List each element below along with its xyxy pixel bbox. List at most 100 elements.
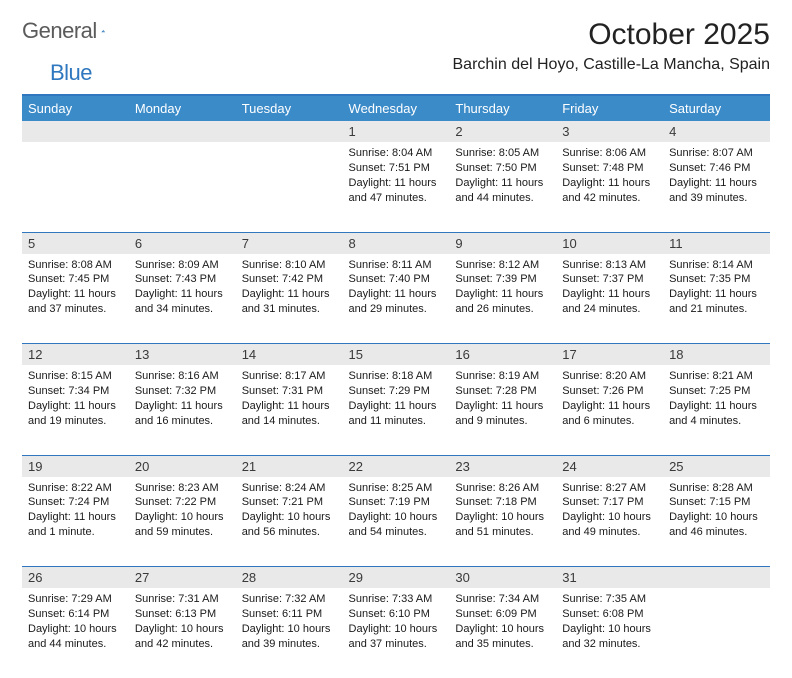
day2-line: and 39 minutes. bbox=[669, 191, 764, 206]
sunset-line: Sunset: 7:37 PM bbox=[562, 272, 657, 287]
day1-line: Daylight: 11 hours bbox=[562, 399, 657, 414]
day2-line: and 37 minutes. bbox=[28, 302, 123, 317]
day1-line: Daylight: 10 hours bbox=[349, 510, 444, 525]
day2-line: and 46 minutes. bbox=[669, 525, 764, 540]
day-cell: Sunrise: 7:31 AMSunset: 6:13 PMDaylight:… bbox=[129, 588, 236, 678]
daynum-row: 19202122232425 bbox=[22, 455, 770, 477]
day-cell: Sunrise: 7:33 AMSunset: 6:10 PMDaylight:… bbox=[343, 588, 450, 678]
day-number: 22 bbox=[343, 455, 450, 477]
calendar-table: Sunday Monday Tuesday Wednesday Thursday… bbox=[22, 96, 770, 678]
day-header-row: Sunday Monday Tuesday Wednesday Thursday… bbox=[22, 96, 770, 121]
day1-line: Daylight: 10 hours bbox=[349, 622, 444, 637]
day1-line: Daylight: 11 hours bbox=[28, 510, 123, 525]
day-cell: Sunrise: 8:27 AMSunset: 7:17 PMDaylight:… bbox=[556, 477, 663, 567]
day-cell: Sunrise: 8:15 AMSunset: 7:34 PMDaylight:… bbox=[22, 365, 129, 455]
day-details: Sunrise: 7:33 AMSunset: 6:10 PMDaylight:… bbox=[349, 592, 444, 651]
day-number: 4 bbox=[663, 121, 770, 142]
day-details: Sunrise: 8:09 AMSunset: 7:43 PMDaylight:… bbox=[135, 258, 230, 317]
sunset-line: Sunset: 7:35 PM bbox=[669, 272, 764, 287]
day-cell: Sunrise: 7:34 AMSunset: 6:09 PMDaylight:… bbox=[449, 588, 556, 678]
sunrise-line: Sunrise: 8:16 AM bbox=[135, 369, 230, 384]
day1-line: Daylight: 11 hours bbox=[28, 287, 123, 302]
day1-line: Daylight: 10 hours bbox=[669, 510, 764, 525]
day2-line: and 42 minutes. bbox=[562, 191, 657, 206]
sunrise-line: Sunrise: 8:18 AM bbox=[349, 369, 444, 384]
day1-line: Daylight: 11 hours bbox=[135, 287, 230, 302]
daynum-row: 1234 bbox=[22, 121, 770, 142]
day-details: Sunrise: 7:35 AMSunset: 6:08 PMDaylight:… bbox=[562, 592, 657, 651]
sunset-line: Sunset: 7:22 PM bbox=[135, 495, 230, 510]
brand-logo: General bbox=[22, 18, 129, 44]
sunset-line: Sunset: 6:09 PM bbox=[455, 607, 550, 622]
day-cell: Sunrise: 8:13 AMSunset: 7:37 PMDaylight:… bbox=[556, 254, 663, 344]
daynum-row: 567891011 bbox=[22, 232, 770, 254]
day-cell: Sunrise: 8:24 AMSunset: 7:21 PMDaylight:… bbox=[236, 477, 343, 567]
sunrise-line: Sunrise: 8:25 AM bbox=[349, 481, 444, 496]
day-cell: Sunrise: 8:25 AMSunset: 7:19 PMDaylight:… bbox=[343, 477, 450, 567]
day1-line: Daylight: 11 hours bbox=[28, 399, 123, 414]
dayhead-sun: Sunday bbox=[22, 96, 129, 121]
day-number: 17 bbox=[556, 344, 663, 366]
day1-line: Daylight: 11 hours bbox=[242, 399, 337, 414]
sunrise-line: Sunrise: 7:35 AM bbox=[562, 592, 657, 607]
sunrise-line: Sunrise: 7:29 AM bbox=[28, 592, 123, 607]
day1-line: Daylight: 11 hours bbox=[562, 176, 657, 191]
sunset-line: Sunset: 6:14 PM bbox=[28, 607, 123, 622]
day-details: Sunrise: 8:10 AMSunset: 7:42 PMDaylight:… bbox=[242, 258, 337, 317]
day-number: 25 bbox=[663, 455, 770, 477]
day-details: Sunrise: 8:12 AMSunset: 7:39 PMDaylight:… bbox=[455, 258, 550, 317]
empty-cell bbox=[22, 142, 129, 232]
day-details: Sunrise: 8:21 AMSunset: 7:25 PMDaylight:… bbox=[669, 369, 764, 428]
day2-line: and 54 minutes. bbox=[349, 525, 444, 540]
empty-cell bbox=[236, 142, 343, 232]
day-number: 12 bbox=[22, 344, 129, 366]
day-cell: Sunrise: 7:35 AMSunset: 6:08 PMDaylight:… bbox=[556, 588, 663, 678]
sunrise-line: Sunrise: 8:09 AM bbox=[135, 258, 230, 273]
day1-line: Daylight: 11 hours bbox=[669, 287, 764, 302]
day2-line: and 44 minutes. bbox=[455, 191, 550, 206]
day-cell: Sunrise: 8:21 AMSunset: 7:25 PMDaylight:… bbox=[663, 365, 770, 455]
sunset-line: Sunset: 7:32 PM bbox=[135, 384, 230, 399]
day2-line: and 49 minutes. bbox=[562, 525, 657, 540]
day1-line: Daylight: 10 hours bbox=[242, 622, 337, 637]
day-cell: Sunrise: 8:16 AMSunset: 7:32 PMDaylight:… bbox=[129, 365, 236, 455]
day-cell: Sunrise: 8:23 AMSunset: 7:22 PMDaylight:… bbox=[129, 477, 236, 567]
sunset-line: Sunset: 7:48 PM bbox=[562, 161, 657, 176]
sunset-line: Sunset: 6:10 PM bbox=[349, 607, 444, 622]
day-details: Sunrise: 8:13 AMSunset: 7:37 PMDaylight:… bbox=[562, 258, 657, 317]
day-number: 20 bbox=[129, 455, 236, 477]
day1-line: Daylight: 11 hours bbox=[135, 399, 230, 414]
day-cell: Sunrise: 8:05 AMSunset: 7:50 PMDaylight:… bbox=[449, 142, 556, 232]
sunset-line: Sunset: 7:51 PM bbox=[349, 161, 444, 176]
week-row: Sunrise: 8:15 AMSunset: 7:34 PMDaylight:… bbox=[22, 365, 770, 455]
empty-cell bbox=[129, 142, 236, 232]
sunrise-line: Sunrise: 8:23 AM bbox=[135, 481, 230, 496]
day2-line: and 6 minutes. bbox=[562, 414, 657, 429]
day-number: 29 bbox=[343, 567, 450, 589]
day2-line: and 34 minutes. bbox=[135, 302, 230, 317]
day-cell: Sunrise: 8:06 AMSunset: 7:48 PMDaylight:… bbox=[556, 142, 663, 232]
empty-cell bbox=[663, 588, 770, 678]
daynum-row: 262728293031 bbox=[22, 567, 770, 589]
day1-line: Daylight: 11 hours bbox=[455, 176, 550, 191]
day1-line: Daylight: 11 hours bbox=[455, 399, 550, 414]
day-number: 9 bbox=[449, 232, 556, 254]
day-number: 31 bbox=[556, 567, 663, 589]
day-cell: Sunrise: 8:26 AMSunset: 7:18 PMDaylight:… bbox=[449, 477, 556, 567]
day-cell: Sunrise: 8:22 AMSunset: 7:24 PMDaylight:… bbox=[22, 477, 129, 567]
sunset-line: Sunset: 7:26 PM bbox=[562, 384, 657, 399]
sunset-line: Sunset: 7:40 PM bbox=[349, 272, 444, 287]
day-number: 8 bbox=[343, 232, 450, 254]
sunrise-line: Sunrise: 8:08 AM bbox=[28, 258, 123, 273]
day1-line: Daylight: 10 hours bbox=[562, 622, 657, 637]
day-cell: Sunrise: 8:28 AMSunset: 7:15 PMDaylight:… bbox=[663, 477, 770, 567]
day1-line: Daylight: 11 hours bbox=[562, 287, 657, 302]
day-details: Sunrise: 8:04 AMSunset: 7:51 PMDaylight:… bbox=[349, 146, 444, 205]
sunrise-line: Sunrise: 8:24 AM bbox=[242, 481, 337, 496]
day2-line: and 1 minute. bbox=[28, 525, 123, 540]
day-details: Sunrise: 8:18 AMSunset: 7:29 PMDaylight:… bbox=[349, 369, 444, 428]
day-number: 27 bbox=[129, 567, 236, 589]
day-number: 6 bbox=[129, 232, 236, 254]
day-details: Sunrise: 8:22 AMSunset: 7:24 PMDaylight:… bbox=[28, 481, 123, 540]
sunrise-line: Sunrise: 8:07 AM bbox=[669, 146, 764, 161]
